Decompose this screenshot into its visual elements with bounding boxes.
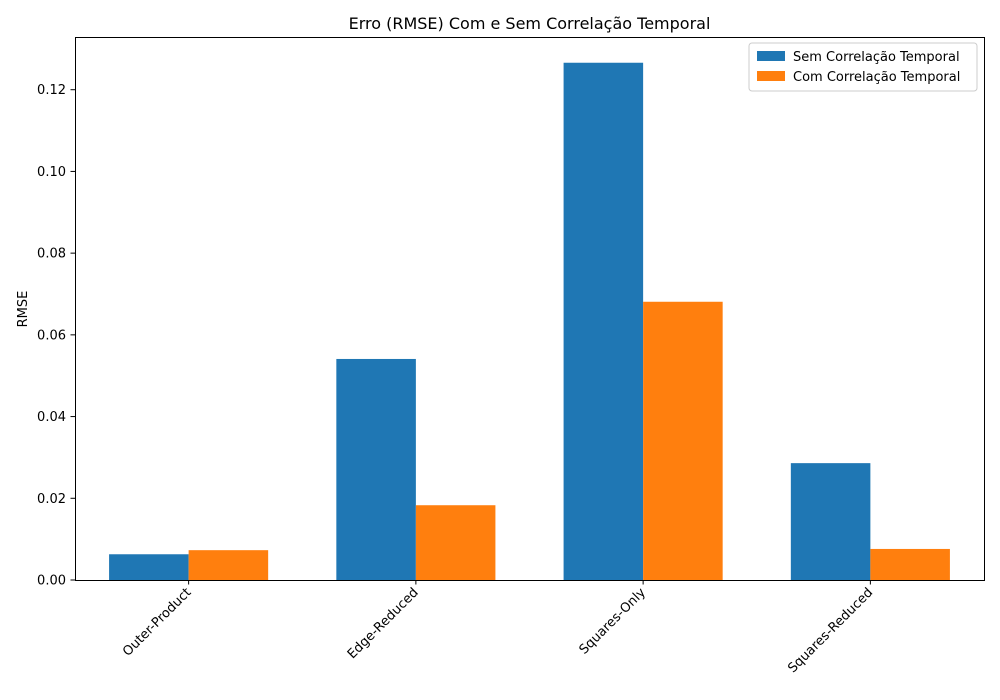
bar-com-edge-reduced (415, 505, 496, 580)
legend-box (748, 42, 978, 92)
y-tick-label: 0.12 (37, 83, 66, 98)
bar-com-squares-reduced (870, 548, 950, 580)
bar-sem-outer-product (109, 554, 189, 580)
y-tick-label: 0.00 (37, 574, 66, 589)
legend-label: Sem Correlação Temporal (793, 50, 960, 65)
chart-title: Erro (RMSE) Com e Sem Correlação Tempora… (349, 14, 711, 33)
x-tick-label: Squares-Only (577, 585, 650, 658)
y-axis-ticks: 0.00 0.02 0.04 0.06 0.08 0.10 0.12 (37, 83, 75, 589)
y-tick-label: 0.10 (37, 165, 66, 180)
legend: Sem Correlação Temporal Com Correlação Te… (748, 42, 978, 92)
x-tick-label: Squares-Reduced (785, 585, 876, 676)
bar-sem-edge-reduced (336, 358, 416, 580)
bar-sem-squares-only (563, 62, 644, 580)
y-axis-title: RMSE (16, 291, 31, 328)
bar-com-squares-only (643, 301, 723, 580)
bar-com-outer-product (188, 550, 269, 580)
x-tick-label: Edge-Reduced (345, 585, 422, 662)
y-tick-label: 0.04 (37, 410, 66, 425)
y-tick-label: 0.02 (37, 492, 66, 507)
legend-swatch (757, 51, 785, 61)
plot-frame (75, 37, 985, 581)
y-tick-label: 0.08 (37, 247, 66, 262)
bars-group (109, 62, 950, 580)
x-axis-ticks: Outer-Product Edge-Reduced Squares-Only Squ… (120, 580, 876, 676)
x-tick-label: Outer-Product (120, 585, 194, 659)
bar-sem-squares-reduced (790, 463, 871, 580)
legend-label: Com Correlação Temporal (793, 70, 960, 85)
legend-swatch (757, 71, 785, 81)
y-tick-label: 0.06 (37, 328, 66, 343)
